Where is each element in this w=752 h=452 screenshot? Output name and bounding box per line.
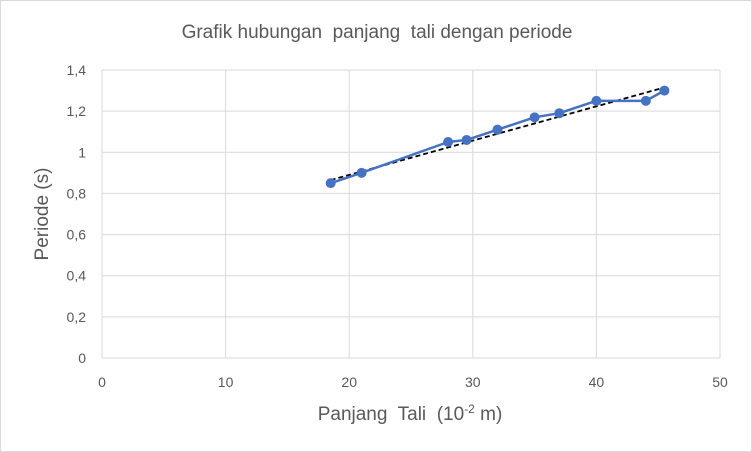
data-point [529,112,540,123]
x-tick-label: 30 [465,374,481,390]
y-tick-label: 1,2 [67,103,87,119]
y-tick-label: 0,8 [67,185,87,201]
data-point [461,134,472,145]
series-line [330,89,665,185]
x-tick-labels: 0 10 20 30 40 50 [98,374,728,390]
y-tick-label: 0,2 [67,309,87,325]
series-group [325,85,670,189]
data-point [554,108,565,119]
y-tick-label: 0,6 [67,227,87,243]
x-tick-label: 0 [98,374,106,390]
y-tick-label: 0 [78,350,86,366]
data-point [591,95,602,106]
gridlines [101,69,721,359]
data-point [492,124,503,135]
x-tick-label: 20 [341,374,357,390]
y-tick-label: 1 [78,144,86,160]
y-tick-label: 0,4 [67,268,87,284]
data-point [640,95,651,106]
data-point [443,137,454,147]
y-tick-label: 1,4 [67,62,87,78]
y-tick-labels: 0 0,2 0,4 0,6 0,8 1 1,2 1,4 [67,62,87,366]
data-point [659,85,670,96]
x-tick-label: 10 [218,374,234,390]
x-tick-label: 50 [712,374,728,390]
data-point [325,178,336,189]
data-point [356,167,367,178]
chart-title: Grafik hubungan panjang tali dengan peri… [182,22,573,43]
x-axis-label: Panjang Tali (10-2 m) [318,402,503,425]
x-tick-label: 40 [589,374,605,390]
y-axis-label: Periode (s) [32,168,53,261]
